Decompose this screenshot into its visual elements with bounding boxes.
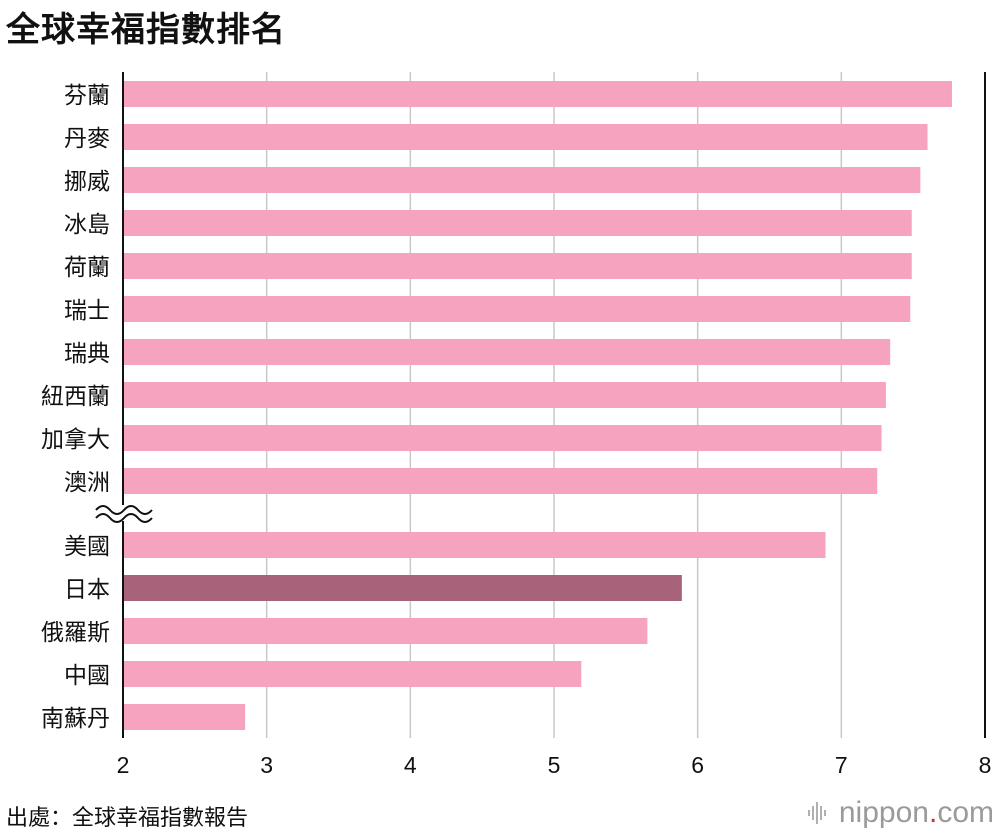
- category-label: 澳洲: [64, 470, 110, 496]
- axis-break-squiggle: [95, 513, 153, 523]
- bar: [123, 532, 826, 558]
- x-tick-label: 8: [979, 752, 992, 778]
- x-tick-label: 3: [260, 752, 273, 778]
- source-note: 出處：全球幸福指數報告: [6, 806, 249, 831]
- category-label: 瑞典: [64, 341, 110, 367]
- x-tick-label: 2: [117, 752, 130, 778]
- category-label: 日本: [64, 577, 110, 603]
- category-label: 俄羅斯: [41, 620, 110, 646]
- bar: [123, 124, 928, 150]
- bar: [123, 468, 878, 494]
- x-tick-label: 5: [548, 752, 561, 778]
- brand-dot: .: [928, 796, 938, 829]
- x-tick-label: 7: [835, 752, 848, 778]
- bar: [123, 296, 911, 322]
- category-label: 荷蘭: [64, 255, 110, 281]
- bar: [123, 167, 921, 193]
- bar: [123, 618, 648, 644]
- category-label: 芬蘭: [64, 83, 110, 109]
- bar: [123, 661, 582, 687]
- bar: [123, 704, 246, 730]
- bar: [123, 382, 886, 408]
- bar: [123, 210, 912, 236]
- brand-name: nippon: [838, 796, 929, 829]
- brand-tld: com: [937, 796, 994, 829]
- bar: [123, 575, 682, 601]
- brand-logo: nippon.com: [807, 796, 994, 830]
- bar: [123, 253, 912, 279]
- category-label: 丹麥: [64, 126, 110, 152]
- category-label: 冰島: [64, 212, 110, 238]
- axis-break-squiggle: [95, 505, 153, 515]
- soundwave-icon: [807, 802, 826, 824]
- category-label: 加拿大: [41, 426, 110, 453]
- bar: [123, 81, 952, 107]
- category-label: 挪威: [64, 169, 110, 195]
- category-label: 紐西蘭: [41, 384, 110, 410]
- category-label: 美國: [64, 534, 110, 560]
- chart-title: 全球幸福指數排名: [6, 10, 286, 50]
- bar: [123, 339, 891, 365]
- x-tick-label: 4: [404, 752, 417, 778]
- x-tick-label: 6: [691, 752, 704, 778]
- bar: [123, 425, 882, 451]
- category-label: 南蘇丹: [41, 706, 110, 732]
- category-label: 瑞士: [64, 298, 110, 324]
- category-label: 中國: [64, 663, 110, 689]
